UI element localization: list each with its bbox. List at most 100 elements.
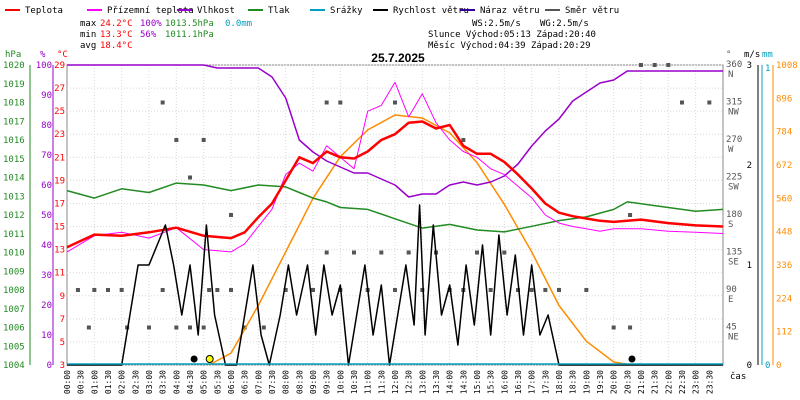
c-tick: 19 — [54, 176, 65, 186]
x-tick: 14:30 — [459, 370, 468, 394]
dir-tick: N — [728, 70, 733, 80]
wind-dir-dot — [628, 213, 633, 217]
x-tick: 23:00 — [692, 370, 701, 394]
deg-tick: 180 — [726, 210, 742, 220]
pct-tick: 100 — [36, 61, 52, 71]
x-tick: 19:00 — [582, 370, 591, 394]
wind-dir-dot — [611, 325, 616, 330]
dir-tick: S — [728, 220, 733, 230]
x-tick: 23:30 — [705, 370, 714, 394]
wind-dir-dot — [229, 213, 233, 217]
x-tick: 09:00 — [309, 370, 318, 394]
legend-label: Rychlost větru — [393, 6, 469, 16]
x-tick: 14:00 — [446, 370, 455, 394]
c-tick: 23 — [54, 130, 65, 140]
ground-temperature-line — [66, 81, 724, 253]
wind-dir-dot — [475, 250, 479, 255]
deg-tick: 360 — [726, 60, 742, 70]
chart-title: 25.7.2025 — [371, 51, 425, 65]
stat-text: 56% — [140, 30, 157, 40]
wind-dir-dot — [86, 325, 91, 330]
x-tick: 12:30 — [405, 370, 414, 394]
c-unit: °C — [57, 50, 68, 60]
wind-dir-dot — [529, 288, 534, 292]
wind-dir-dot — [147, 325, 151, 330]
x-tick: 16:00 — [500, 370, 509, 394]
x-tick: 07:00 — [254, 370, 263, 394]
x-tick: 09:30 — [323, 370, 332, 394]
wind-dir-dot — [406, 250, 411, 255]
x-tick: 12:00 — [391, 370, 400, 394]
stat-text: WS:2.5m/s — [472, 19, 521, 29]
x-tick: 06:00 — [227, 370, 236, 394]
wm2-tick: 896 — [776, 94, 792, 104]
pressure-line — [66, 182, 724, 233]
hpa-tick: 1008 — [3, 286, 25, 296]
wind-dir-dot — [488, 288, 493, 292]
deg-tick: 45 — [726, 323, 737, 333]
humidity-line — [67, 64, 723, 198]
hpa-tick: 1012 — [3, 211, 25, 221]
legend-label: Směr větru — [565, 6, 619, 16]
pct-unit: % — [40, 50, 46, 60]
stat-text: min — [80, 30, 96, 40]
wind-dir-dot — [106, 288, 110, 292]
legend-label: Vlhkost — [197, 6, 235, 16]
wind-dir-dot — [379, 250, 384, 255]
wind-dir-dot — [215, 288, 220, 292]
stat-text: 0.0mm — [225, 19, 252, 29]
x-tick: 22:00 — [664, 370, 673, 394]
wind-dir-dot — [393, 288, 397, 292]
c-tick: 15 — [54, 223, 65, 233]
x-tick: 01:30 — [104, 370, 113, 394]
wind-dir-dot — [188, 175, 192, 180]
legend-label: Náraz větru — [480, 6, 540, 16]
wind-dir-dot — [160, 100, 165, 105]
hpa-tick: 1004 — [3, 361, 25, 371]
wind-dir-dot — [75, 288, 80, 292]
legend-label: Teplota — [25, 6, 63, 16]
c-tick: 11 — [54, 269, 65, 279]
wind-dir-dot — [188, 325, 192, 330]
x-tick: 00:30 — [77, 370, 86, 394]
stat-text: 100% — [140, 19, 162, 29]
dir-tick: SW — [728, 183, 739, 193]
hpa-tick: 1017 — [3, 117, 25, 127]
series — [66, 63, 724, 366]
pct-tick: 80 — [41, 121, 52, 131]
stat-text: Měsíc Východ:04:39 Západ:20:29 — [428, 41, 591, 51]
wind-dir-dot — [311, 288, 315, 292]
pct-tick: 30 — [41, 271, 52, 281]
pct-tick: 40 — [41, 241, 52, 251]
x-tick: 18:30 — [569, 370, 578, 394]
wind-dir-dot — [261, 325, 266, 330]
wm2-tick: 224 — [776, 294, 792, 304]
hpa-unit: hPa — [5, 50, 21, 60]
hpa-tick: 1016 — [3, 136, 25, 146]
hpa-tick: 1011 — [3, 230, 25, 240]
temperature-line — [66, 120, 724, 249]
wind-dir-dot — [338, 100, 343, 105]
deg-tick: 90 — [726, 285, 737, 295]
x-tick: 03:30 — [159, 370, 168, 394]
ms-tick: 0 — [747, 361, 752, 371]
mm-tick: 0 — [765, 361, 770, 371]
x-tick: 07:30 — [268, 370, 277, 394]
wind-dir-dot — [160, 288, 165, 292]
x-tick: 16:30 — [514, 370, 523, 394]
moonrise-marker — [190, 355, 198, 363]
c-tick: 7 — [60, 315, 65, 325]
wind-dir-dot — [92, 288, 97, 292]
c-tick: 3 — [60, 361, 65, 371]
wind-dir-dot — [324, 100, 329, 105]
wind-dir-dot — [174, 325, 179, 330]
stat-text: max — [80, 19, 97, 29]
wind-dir-dot — [119, 288, 124, 292]
pct-tick: 10 — [41, 331, 52, 341]
ms-unit: m/s — [744, 50, 760, 60]
wind-dir-dot — [680, 100, 684, 105]
dir-tick: W — [728, 145, 734, 155]
x-tick: 15:30 — [487, 370, 496, 394]
wind-dir-dot — [229, 288, 233, 292]
c-tick: 17 — [54, 199, 65, 209]
